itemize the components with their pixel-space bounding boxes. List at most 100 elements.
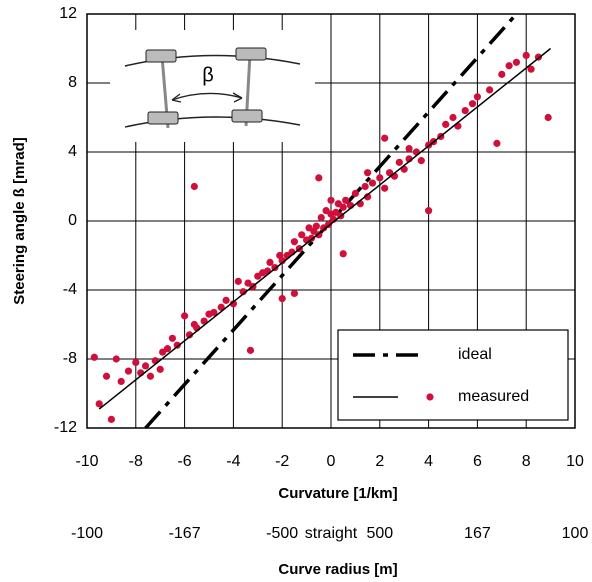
data-point — [317, 213, 325, 222]
data-point — [290, 289, 298, 298]
data-point — [498, 70, 506, 78]
data-point — [112, 355, 120, 363]
y-tick-label: -12 — [54, 419, 77, 436]
data-point — [146, 372, 155, 380]
data-point — [327, 196, 335, 204]
data-point — [290, 238, 298, 246]
data-point — [95, 400, 103, 408]
data-point — [381, 184, 389, 192]
data-point — [324, 220, 333, 229]
x2-tick-label: 167 — [464, 525, 491, 542]
data-point — [442, 120, 450, 128]
data-point — [527, 65, 535, 73]
x-tick-label: -10 — [75, 453, 98, 470]
data-point — [395, 158, 403, 166]
x-tick-label: -8 — [129, 453, 143, 470]
data-point — [473, 93, 481, 101]
data-point — [181, 312, 189, 320]
data-point — [185, 331, 194, 339]
legend-label: measured — [458, 388, 529, 405]
x-tick-label: 8 — [522, 453, 531, 470]
legend-marker — [426, 393, 434, 401]
data-point — [339, 203, 347, 211]
x-tick-label: -4 — [226, 453, 240, 470]
data-point — [278, 257, 286, 265]
y-tick-label: -8 — [63, 350, 77, 367]
data-point — [298, 231, 306, 239]
data-point — [124, 367, 133, 375]
data-point — [512, 58, 521, 66]
inset-label: β — [202, 64, 214, 86]
data-point — [168, 334, 176, 342]
x-tick-label: 0 — [327, 453, 336, 470]
data-point — [90, 353, 98, 361]
x-tick-label: 2 — [375, 453, 384, 470]
y-tick-label: 4 — [68, 143, 77, 160]
data-point — [107, 415, 115, 423]
x2-tick-label: 100 — [562, 525, 589, 542]
data-point — [141, 362, 150, 370]
data-point — [222, 296, 230, 304]
x-tick-label: -2 — [275, 453, 289, 470]
y-tick-label: 0 — [68, 212, 77, 229]
data-point — [210, 308, 218, 317]
data-point — [315, 174, 323, 182]
data-point — [266, 258, 274, 266]
x2-tick-label: -100 — [71, 525, 103, 542]
y-tick-label: -4 — [63, 281, 77, 298]
x2-tick-label: -167 — [169, 525, 201, 542]
data-point — [364, 169, 372, 177]
data-point — [234, 277, 242, 285]
data-point — [468, 100, 477, 108]
data-point — [163, 345, 172, 353]
data-point — [364, 193, 372, 201]
data-point — [263, 267, 272, 275]
y-tick-label: 12 — [59, 5, 77, 22]
data-point — [376, 174, 384, 182]
y-tick-label: 8 — [68, 74, 77, 91]
x-axis-label: Curvature [1/km] — [278, 485, 397, 502]
x2-axis-label: Curve radius [m] — [278, 561, 397, 578]
data-point — [522, 51, 530, 60]
data-point — [361, 182, 369, 191]
data-point — [381, 134, 389, 142]
data-point — [368, 179, 377, 187]
x2-tick-label: straight — [305, 525, 358, 542]
data-point — [351, 189, 359, 197]
data-point — [493, 139, 501, 147]
x-tick-label: -6 — [177, 453, 191, 470]
data-point — [156, 365, 164, 373]
x-tick-label: 6 — [473, 453, 482, 470]
fit-line — [98, 47, 552, 410]
data-point — [425, 207, 433, 215]
data-point — [505, 62, 513, 70]
data-point — [544, 113, 552, 122]
data-point — [339, 250, 347, 258]
x2-tick-label: 500 — [366, 525, 393, 542]
data-point — [278, 295, 286, 303]
data-point — [486, 86, 494, 94]
x2-tick-label: -500 — [266, 525, 298, 542]
data-point — [405, 144, 413, 153]
inset-diagram: β — [124, 47, 301, 129]
data-point — [454, 122, 462, 130]
data-point — [417, 157, 425, 165]
data-point — [449, 113, 457, 122]
data-point — [312, 222, 320, 230]
data-point — [246, 346, 255, 354]
data-point — [461, 107, 469, 115]
y-axis-label: Steering angle ß [mrad] — [11, 137, 28, 305]
legend-label: ideal — [458, 346, 492, 363]
data-point — [132, 358, 140, 367]
data-point — [217, 303, 225, 311]
data-point — [190, 182, 198, 191]
plot-frame — [86, 13, 576, 429]
data-point — [102, 372, 111, 380]
data-point — [229, 300, 237, 308]
x-tick-label: 4 — [424, 453, 433, 470]
x-tick-label: 10 — [566, 453, 584, 470]
data-point — [117, 377, 125, 386]
data-point — [173, 341, 181, 349]
legend-box — [337, 329, 569, 421]
